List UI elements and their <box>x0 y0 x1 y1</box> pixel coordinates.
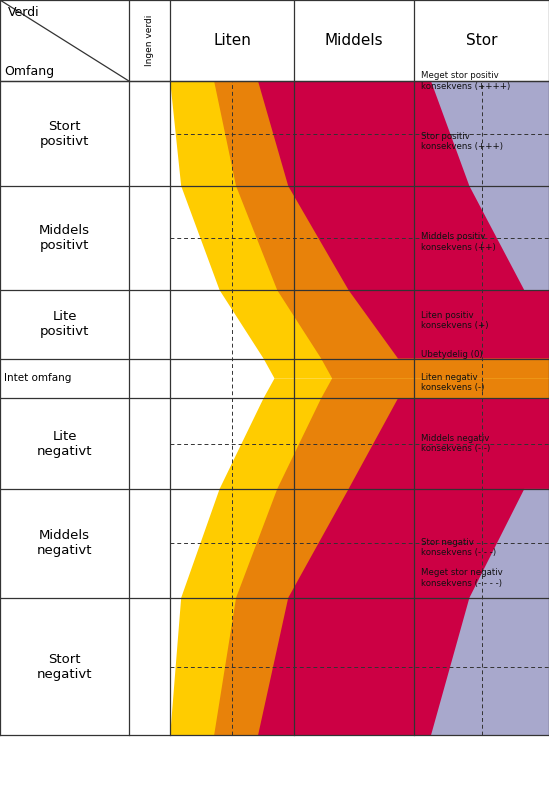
Text: Stor negativ
konsekvens (- - -): Stor negativ konsekvens (- - -) <box>421 537 496 557</box>
Text: Ingen verdi: Ingen verdi <box>145 15 154 66</box>
Polygon shape <box>214 81 549 378</box>
Polygon shape <box>170 81 549 378</box>
Polygon shape <box>258 398 549 735</box>
Text: Intet omfang: Intet omfang <box>4 374 72 383</box>
Text: Middels negativ
konsekvens (- -): Middels negativ konsekvens (- -) <box>421 434 490 453</box>
Text: Stor: Stor <box>466 33 497 48</box>
Text: Lite
positivt: Lite positivt <box>40 310 89 339</box>
Polygon shape <box>258 81 549 359</box>
Text: Meget stor positiv
konsekvens (++++): Meget stor positiv konsekvens (++++) <box>421 72 511 91</box>
Text: Stort
positivt: Stort positivt <box>40 119 89 148</box>
Text: Middels
positivt: Middels positivt <box>39 224 90 252</box>
Polygon shape <box>431 81 549 290</box>
Text: Stort
negativt: Stort negativt <box>37 653 92 681</box>
Text: Liten negativ
konsekvens (-): Liten negativ konsekvens (-) <box>421 373 484 392</box>
Text: Liten positiv
konsekvens (+): Liten positiv konsekvens (+) <box>421 311 489 330</box>
Text: Verdi: Verdi <box>8 6 40 19</box>
Polygon shape <box>170 378 549 735</box>
Text: Stor positiv
konsekvens (+++): Stor positiv konsekvens (+++) <box>421 132 503 151</box>
Text: Middels
negativt: Middels negativt <box>37 529 92 557</box>
Polygon shape <box>214 378 549 735</box>
Text: Omfang: Omfang <box>4 65 54 78</box>
Text: Liten: Liten <box>213 33 251 48</box>
Polygon shape <box>431 489 549 735</box>
Text: Middels positiv
konsekvens (++): Middels positiv konsekvens (++) <box>421 232 496 252</box>
Text: Meget stor negativ
konsekvens (- - - -): Meget stor negativ konsekvens (- - - -) <box>421 568 503 588</box>
Text: Lite
negativt: Lite negativt <box>37 429 92 458</box>
Text: Ubetydelig (0): Ubetydelig (0) <box>421 350 483 359</box>
Text: Middels: Middels <box>325 33 383 48</box>
